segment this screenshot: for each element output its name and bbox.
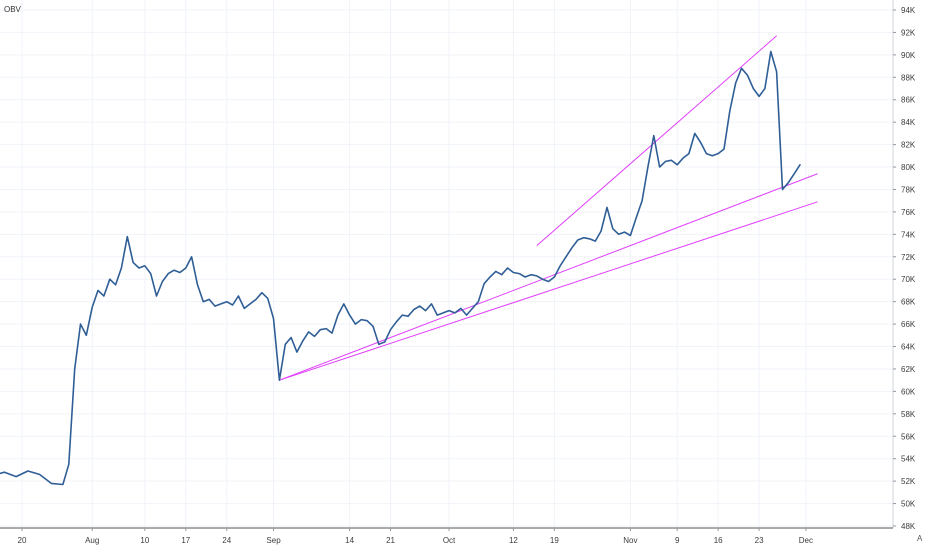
y-tick-label: 68K bbox=[901, 298, 916, 307]
y-tick-label: 62K bbox=[901, 365, 916, 374]
x-tick-label: 24 bbox=[222, 536, 231, 545]
y-tick-label: 94K bbox=[901, 6, 916, 15]
x-tick-label: 21 bbox=[386, 536, 395, 545]
obv-line bbox=[0, 50, 801, 486]
y-tick-label: 60K bbox=[901, 387, 916, 396]
y-tick-label: 90K bbox=[901, 51, 916, 60]
x-tick-label: 19 bbox=[550, 536, 559, 545]
auto-scale-toggle[interactable]: A bbox=[917, 534, 923, 543]
y-tick-label: 54K bbox=[901, 455, 916, 464]
y-tick-label: 76K bbox=[901, 208, 916, 217]
x-tick-label: Aug bbox=[85, 536, 99, 545]
x-tick-label: Sep bbox=[266, 536, 281, 545]
x-tick-label: 12 bbox=[509, 536, 518, 545]
y-tick-label: 64K bbox=[901, 343, 916, 352]
x-tick-label: 9 bbox=[675, 536, 680, 545]
indicator-label[interactable]: OBV bbox=[4, 5, 22, 14]
x-tick-label: Nov bbox=[623, 536, 637, 545]
x-tick-label: 14 bbox=[345, 536, 354, 545]
x-tick-label: 16 bbox=[714, 536, 723, 545]
y-tick-label: 66K bbox=[901, 320, 916, 329]
x-tick-label: 17 bbox=[181, 536, 190, 545]
price-axis[interactable]: 94K 92K 90K 88K 86K 84K 82K 80K 78K 76K 74K 72K 70K 6… bbox=[893, 6, 916, 531]
x-tick-label: 23 bbox=[755, 536, 764, 545]
x-tick-label: Oct bbox=[443, 536, 456, 545]
horizontal-gridlines bbox=[0, 9, 893, 527]
y-tick-label: 86K bbox=[901, 96, 916, 105]
y-tick-label: 70K bbox=[901, 275, 916, 284]
y-tick-label: 88K bbox=[901, 73, 916, 82]
y-tick-label: 48K bbox=[901, 522, 916, 531]
x-tick-label: 20 bbox=[18, 536, 27, 545]
y-tick-label: 78K bbox=[901, 185, 916, 194]
y-tick-label: 74K bbox=[901, 230, 916, 239]
y-tick-label: 80K bbox=[901, 163, 916, 172]
obv-series bbox=[0, 50, 801, 486]
y-tick-label: 52K bbox=[901, 477, 916, 486]
y-tick-label: 92K bbox=[901, 28, 916, 37]
trendline-3[interactable] bbox=[536, 35, 777, 246]
vertical-gridlines bbox=[21, 0, 807, 528]
trendline-1[interactable] bbox=[279, 173, 818, 381]
y-tick-label: 58K bbox=[901, 410, 916, 419]
x-tick-label: Dec bbox=[799, 536, 813, 545]
x-tick-label: 10 bbox=[140, 536, 149, 545]
y-tick-label: 56K bbox=[901, 432, 916, 441]
time-axis[interactable]: 20 Aug 10 17 24 Sep 14 21 Oct 12 19 Nov 9 16 23 Dec bbox=[18, 528, 813, 545]
y-tick-label: 72K bbox=[901, 253, 916, 262]
y-tick-label: 82K bbox=[901, 141, 916, 150]
y-tick-label: 84K bbox=[901, 118, 916, 127]
y-tick-label: 50K bbox=[901, 500, 916, 509]
trendlines[interactable] bbox=[279, 35, 818, 381]
trendline-2[interactable] bbox=[279, 201, 818, 381]
